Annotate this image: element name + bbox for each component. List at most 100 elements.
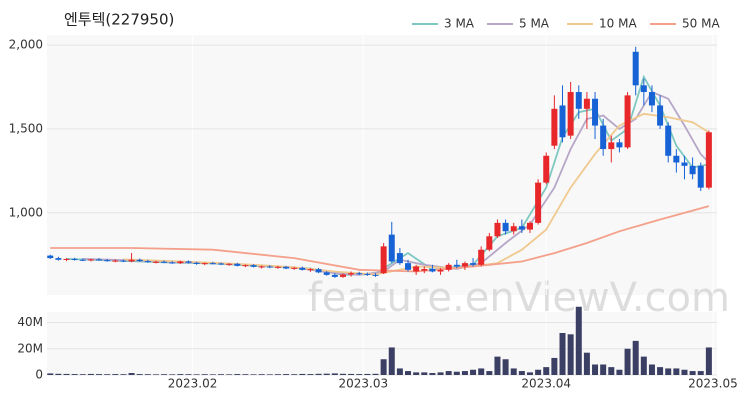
candle-body (242, 265, 249, 267)
volume-bar (136, 374, 143, 375)
volume-bar (266, 374, 273, 375)
volume-bar (640, 356, 647, 375)
volume-bar (96, 374, 103, 375)
volume-bar (551, 357, 558, 375)
candle-body (193, 262, 200, 264)
candle-body (665, 125, 672, 156)
candle-body (283, 266, 290, 269)
volume-bar (510, 368, 517, 375)
candle-body (177, 261, 184, 264)
volume-bar (624, 348, 631, 375)
volume-bar (120, 374, 127, 375)
volume-bar (648, 364, 655, 375)
volume-tick-label: 40M (17, 315, 43, 329)
candle-body (79, 259, 86, 261)
volume-bar (486, 371, 493, 375)
candle-body (112, 260, 119, 262)
candle-body (201, 263, 208, 265)
candle-body (291, 267, 298, 269)
candle-body (502, 222, 509, 232)
candle-body (478, 249, 485, 265)
volume-bar (535, 369, 542, 375)
candle-body (681, 162, 688, 166)
volume-bar (193, 374, 200, 375)
candle-body (494, 222, 501, 237)
candle-body (218, 263, 225, 265)
volume-bar (128, 373, 135, 375)
volume-bar (567, 334, 574, 375)
volume-bar (356, 374, 363, 375)
volume-bar (575, 306, 582, 375)
candle-body (87, 259, 94, 261)
candle-body (486, 236, 493, 250)
candle-body (396, 253, 403, 264)
candle-body (616, 142, 623, 148)
x-tick-label: 2023.02 (168, 377, 218, 391)
candle-body (437, 269, 444, 272)
volume-bar (600, 364, 607, 375)
volume-bar (559, 333, 566, 375)
candle-body (445, 264, 452, 270)
x-tick-label: 2023.05 (688, 377, 738, 391)
volume-bar (283, 374, 290, 375)
volume-bar (429, 373, 436, 375)
volume-bar (307, 374, 314, 375)
candle-body (600, 125, 607, 150)
volume-bar (177, 374, 184, 375)
candle-body (364, 273, 371, 275)
volume-bar (55, 373, 62, 375)
candle-body (299, 267, 306, 270)
candle-body (592, 98, 599, 126)
volume-bar (218, 374, 225, 375)
volume-bar (396, 368, 403, 375)
volume-bar (705, 347, 712, 375)
volume-bar (372, 373, 379, 375)
volume-bar (144, 374, 151, 375)
volume-bar (632, 340, 639, 375)
volume-bar (543, 367, 550, 375)
y-tick-label: 2,000 (9, 38, 43, 52)
volume-bar (421, 372, 428, 375)
candle-body (152, 261, 159, 263)
candle-body (689, 165, 696, 175)
volume-bar (201, 374, 208, 375)
candle-body (226, 263, 233, 265)
volume-bar (673, 368, 680, 375)
candle-body (648, 92, 655, 106)
volume-bar (291, 374, 298, 375)
volume-bar (234, 374, 241, 375)
volume-tick-label: 20M (17, 341, 43, 355)
candle-body (169, 262, 176, 264)
volume-bar (152, 374, 159, 375)
candle-body (185, 261, 192, 263)
candle-body (372, 274, 379, 276)
volume-bar (299, 373, 306, 375)
candle-body (47, 255, 54, 259)
volume-bar (185, 374, 192, 375)
volume-bar (437, 372, 444, 375)
candle-body (413, 266, 420, 272)
candle-body (315, 269, 322, 273)
volume-bar (87, 373, 94, 375)
candle-body (535, 182, 542, 223)
volume-bar (79, 374, 86, 375)
volume-bar (502, 359, 509, 375)
candle-body (307, 269, 314, 271)
volume-bar (209, 374, 216, 375)
volume-bar (47, 373, 54, 375)
candle-body (323, 272, 330, 275)
volume-bar (169, 374, 176, 375)
candle-body (104, 260, 111, 262)
volume-bar (380, 359, 387, 375)
volume-bar (518, 371, 525, 375)
volume-bar (478, 368, 485, 375)
candle-body (250, 265, 257, 267)
volume-bar (274, 374, 281, 375)
candle-body (128, 259, 135, 262)
volume-bar (63, 373, 70, 375)
y-tick-label: 1,000 (9, 205, 43, 219)
volume-bar (665, 368, 672, 375)
volume-bar (104, 374, 111, 375)
candle-body (209, 263, 216, 265)
